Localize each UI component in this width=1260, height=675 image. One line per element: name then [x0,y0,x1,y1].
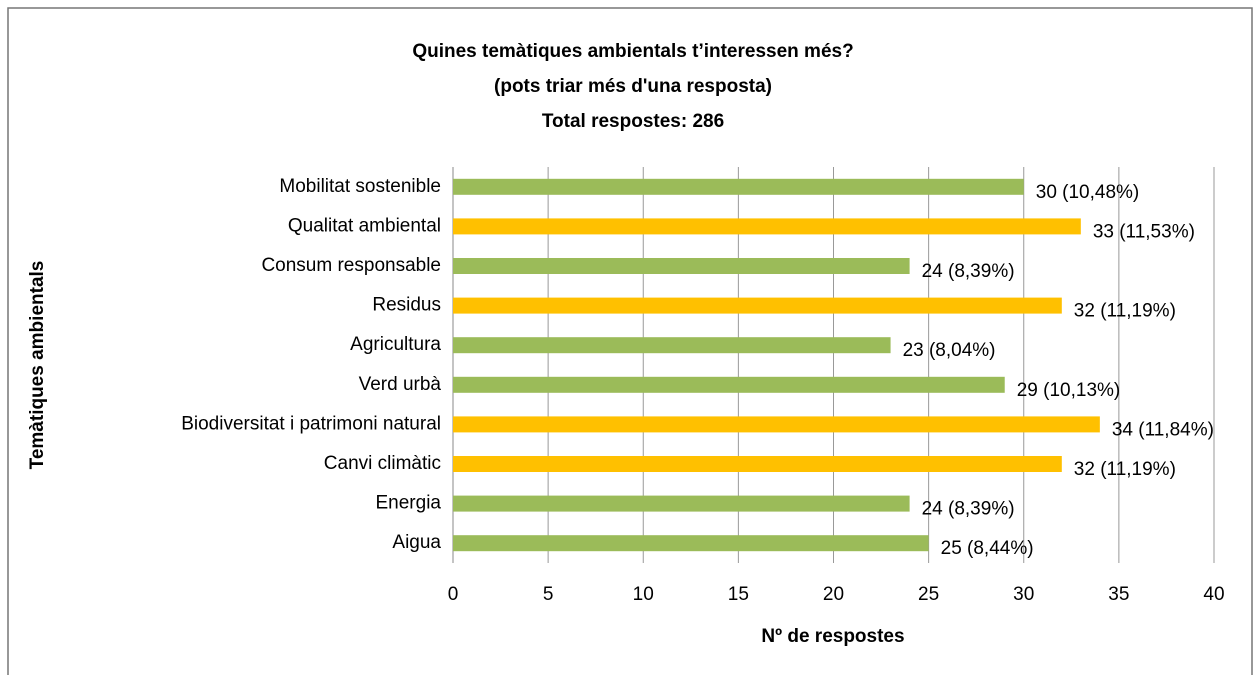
bar [453,376,1005,393]
bar [453,337,891,354]
y-tick-label: Qualitat ambiental [288,215,441,236]
bar [453,535,929,552]
value-label: 29 (10,13%) [1017,380,1121,401]
x-axis-label: Nº de respostes [761,626,904,647]
x-tick-label: 40 [1203,584,1224,605]
x-tick-label: 20 [823,584,844,605]
value-label: 23 (8,04%) [903,340,996,361]
y-tick-label: Agricultura [350,334,441,355]
value-label: 32 (11,19%) [1074,301,1176,322]
chart-frame [7,7,1253,675]
x-tick-label: 5 [543,584,554,605]
value-label: 24 (8,39%) [922,261,1015,282]
value-label: 25 (8,44%) [941,538,1034,559]
chart-subtitle: (pots triar més d'una resposta) [494,76,772,97]
x-tick-label: 10 [633,584,654,605]
value-label: 30 (10,48%) [1036,182,1140,203]
bar [453,456,1062,472]
x-tick-label: 15 [728,584,749,605]
value-label: 33 (11,53%) [1093,221,1195,242]
value-label: 34 (11,84%) [1112,419,1214,440]
x-tick-label: 35 [1108,584,1129,605]
bar [453,178,1024,195]
bar [453,218,1081,235]
y-tick-label: Energia [376,493,442,514]
chart-title: Quines temàtiques ambientals t’interesse… [412,41,853,62]
bar [453,258,910,274]
bar [453,416,1100,433]
bar [453,297,1062,314]
y-tick-label: Consum responsable [261,255,441,276]
chart-total: Total respostes: 286 [542,111,724,132]
x-tick-label: 0 [448,584,459,605]
y-axis-label: Temàtiques ambientals [27,261,48,470]
y-tick-label: Aigua [392,532,441,553]
y-tick-label: Mobilitat sostenible [279,176,441,197]
value-label: 32 (11,19%) [1074,459,1176,480]
x-tick-label: 30 [1013,584,1034,605]
bar [453,495,910,512]
y-tick-label: Verd urbà [359,374,442,395]
x-tick-label: 25 [918,584,939,605]
value-label: 24 (8,39%) [922,499,1015,520]
y-tick-label: Canvi climàtic [324,453,441,474]
y-tick-label: Biodiversitat i patrimoni natural [181,413,441,434]
y-tick-label: Residus [372,295,441,316]
